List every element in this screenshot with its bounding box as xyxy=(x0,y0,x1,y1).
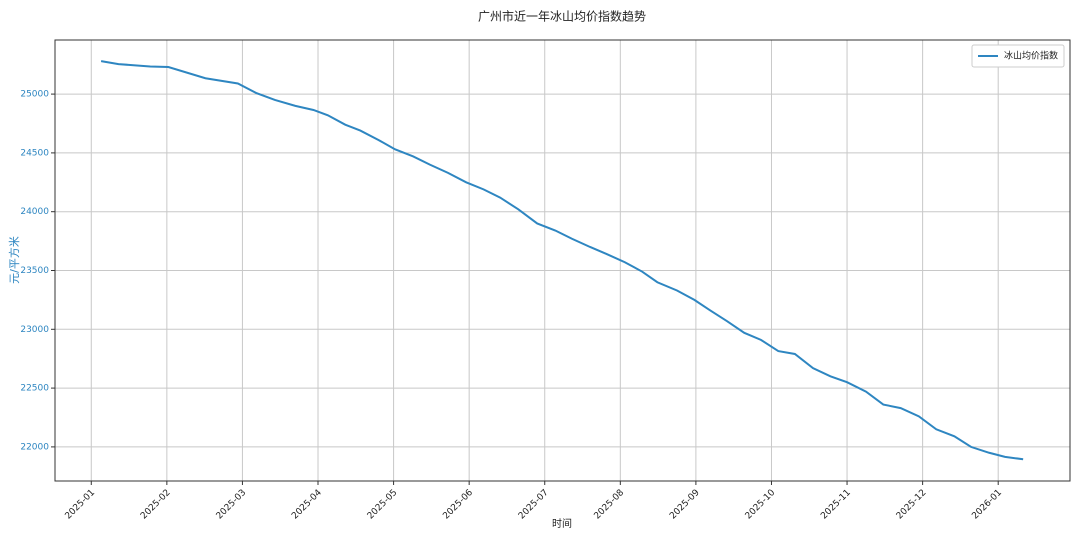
x-tick-label: 2025-07 xyxy=(517,488,551,522)
y-tick-label: 23000 xyxy=(20,325,49,335)
x-tick-label: 2025-06 xyxy=(441,488,475,522)
x-tick-label: 2025-04 xyxy=(290,488,324,522)
x-tick-label: 2025-11 xyxy=(819,488,853,522)
x-tick-label: 2025-01 xyxy=(64,488,98,522)
y-tick-label: 24500 xyxy=(20,148,49,158)
y-axis-label: 元/平方米 xyxy=(7,236,21,284)
legend-box xyxy=(971,44,1065,68)
plot-frame xyxy=(54,39,1071,482)
legend-label: 冰山均价指数 xyxy=(1004,50,1058,62)
x-tick-label: 2026-01 xyxy=(970,488,1004,522)
y-tick-label: 22000 xyxy=(20,442,49,452)
y-tick-label: 25000 xyxy=(20,90,49,100)
chart-title: 广州市近一年冰山均价指数趋势 xyxy=(478,9,646,24)
x-tick-label: 2025-02 xyxy=(139,488,173,522)
y-tick-label: 23500 xyxy=(20,266,49,276)
x-tick-label: 2025-12 xyxy=(895,488,929,522)
x-tick-label: 2025-03 xyxy=(215,488,249,522)
y-tick-label: 24000 xyxy=(20,207,49,217)
x-tick-label: 2025-05 xyxy=(366,488,400,522)
y-tick-label: 22500 xyxy=(20,384,49,394)
x-axis-label: 时间 xyxy=(552,517,572,530)
x-tick-label: 2025-10 xyxy=(744,488,778,522)
x-tick-label: 2025-09 xyxy=(668,488,702,522)
data-line xyxy=(100,60,1024,461)
x-tick-label: 2025-08 xyxy=(593,488,627,522)
